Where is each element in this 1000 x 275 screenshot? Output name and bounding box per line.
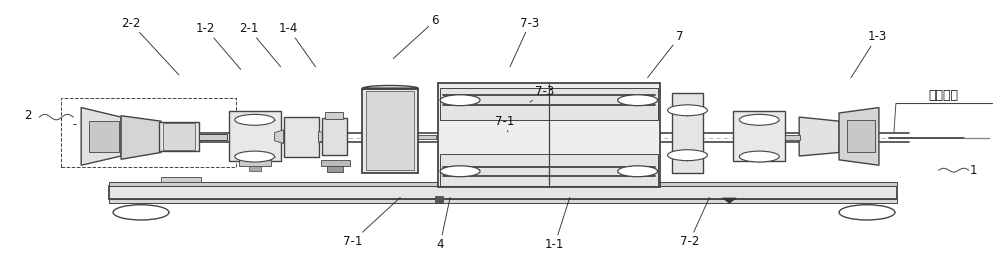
Bar [284,117,319,157]
Text: 7-3: 7-3 [530,85,554,102]
Text: 7-3: 7-3 [510,17,540,67]
Text: 4: 4 [436,197,450,251]
Bar [440,154,658,186]
Bar [199,134,227,140]
Bar [847,120,875,152]
Bar [109,199,897,204]
Polygon shape [722,198,736,204]
Bar [325,112,343,119]
Circle shape [440,95,480,106]
Polygon shape [799,117,839,156]
Polygon shape [81,108,121,165]
Circle shape [839,205,895,220]
Polygon shape [275,130,284,144]
Bar [163,123,195,150]
Text: 7-1: 7-1 [495,115,515,132]
Bar [229,111,281,161]
Bar [733,111,785,161]
Text: 2-1: 2-1 [239,22,281,67]
Bar [418,135,436,139]
Bar [109,186,897,199]
Bar [327,166,343,172]
Text: 1-2: 1-2 [196,22,241,70]
Circle shape [440,166,480,177]
Bar [109,182,897,186]
Circle shape [113,205,169,220]
Bar [159,122,199,151]
Text: 2: 2 [25,109,32,122]
Text: 1-1: 1-1 [545,197,570,251]
Circle shape [739,151,779,162]
Circle shape [235,114,275,125]
Bar [362,89,418,173]
Bar [249,166,261,171]
Text: 气体进入: 气体进入 [929,89,959,102]
Circle shape [618,95,658,106]
Circle shape [235,151,275,162]
Circle shape [668,105,707,116]
Text: 7-2: 7-2 [680,197,709,248]
Bar [320,160,350,166]
Bar [61,98,236,167]
Circle shape [618,166,658,177]
Polygon shape [839,108,879,165]
Bar [366,91,414,170]
Text: 6: 6 [393,14,439,59]
Text: 1-4: 1-4 [279,22,316,67]
Polygon shape [362,86,418,89]
Bar [435,196,443,204]
Text: 2-2: 2-2 [121,17,179,75]
Bar [161,177,201,182]
Polygon shape [121,116,161,159]
Text: 7-1: 7-1 [343,197,400,248]
Bar [438,83,660,186]
Bar [89,121,119,152]
Text: 1: 1 [970,164,977,177]
Bar [322,119,347,155]
Bar [239,160,271,166]
Text: 1-3: 1-3 [851,30,887,78]
Circle shape [668,150,707,161]
Bar [785,134,800,140]
Bar [672,93,703,173]
Circle shape [739,114,779,125]
Text: 7: 7 [648,30,683,78]
Bar [440,88,658,120]
Polygon shape [319,131,327,142]
